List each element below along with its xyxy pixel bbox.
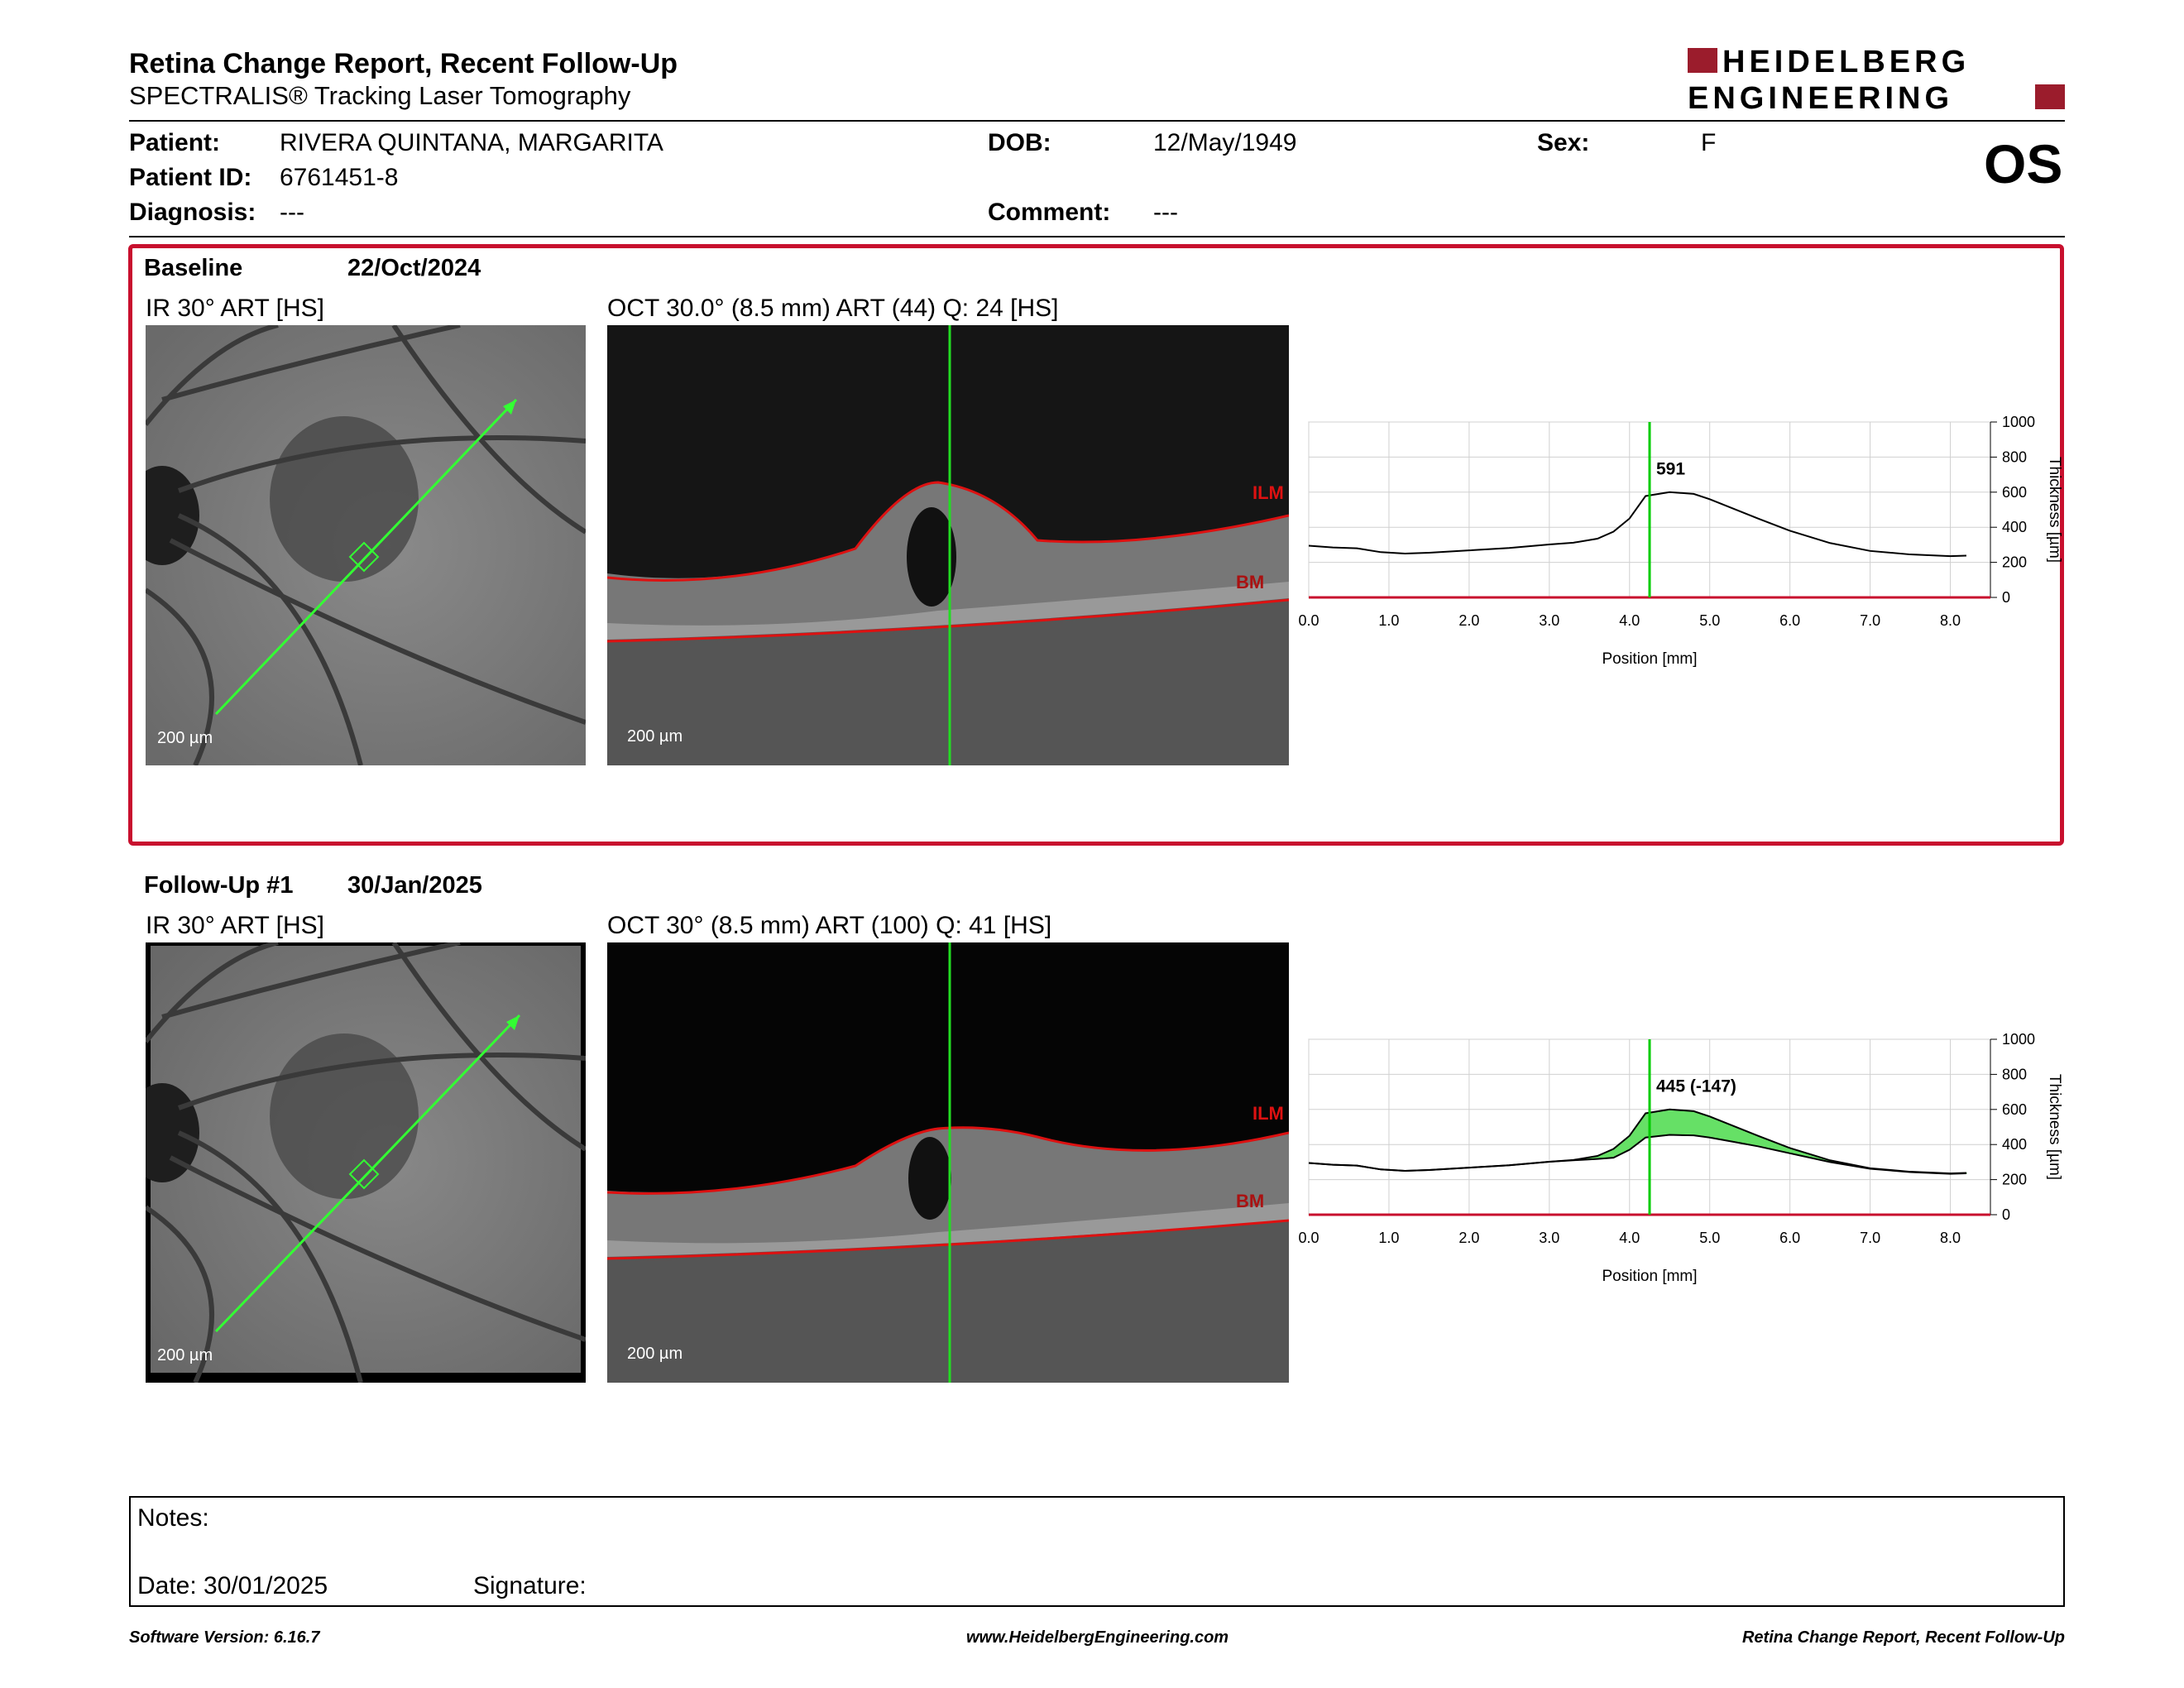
y-tick-label: 200	[2002, 1172, 2027, 1188]
baseline-ir-svg	[146, 325, 586, 765]
baseline-panel-frame	[128, 244, 2064, 846]
patient-value: RIVERA QUINTANA, MARGARITA	[280, 129, 663, 156]
baseline-ir-scale: 200 µm	[157, 729, 213, 747]
x-tick-label: 0.0	[1298, 612, 1319, 629]
x-tick-label: 7.0	[1860, 612, 1880, 629]
diagnosis-label: Diagnosis:	[129, 199, 256, 226]
baseline-oct-caption: OCT 30.0° (8.5 mm) ART (44) Q: 24 [HS]	[607, 295, 1059, 322]
y-tick-label: 0	[2002, 1206, 2010, 1223]
diagnosis-value: ---	[280, 199, 304, 226]
thickness-series-line	[1308, 491, 1966, 558]
notes-label: Notes:	[137, 1504, 209, 1532]
x-tick-label: 5.0	[1699, 1230, 1720, 1246]
x-tick-label: 2.0	[1458, 612, 1479, 629]
followup-ir-scale: 200 µm	[157, 1346, 213, 1364]
x-tick-label: 1.0	[1378, 612, 1399, 629]
cursor-value-label: 445 (-147)	[1656, 1077, 1736, 1096]
y-tick-label: 400	[2002, 519, 2027, 535]
report-subtitle: SPECTRALIS® Tracking Laser Tomography	[129, 81, 631, 110]
heidelberg-logo: HEIDELBERG ENGINEERING	[1688, 46, 2065, 116]
y-tick-label: 1000	[2002, 414, 2035, 430]
y-tick-label: 600	[2002, 484, 2027, 501]
baseline-thickness-chart[interactable]: 0.0 1.0 2.0 3.0 4.0 5.0 6.0 7.0 8.0 0 200 400 600 800…	[1291, 405, 2085, 679]
thickness-series-line	[1308, 1134, 1966, 1175]
baseline-bm-label: BM	[1236, 572, 1264, 592]
y-tick-label: 600	[2002, 1101, 2027, 1118]
notes-box[interactable]: Notes: Date: 30/01/2025 Signature:	[129, 1496, 2065, 1607]
baseline-oct-scale: 200 µm	[627, 727, 683, 746]
y-tick-label: 0	[2002, 589, 2010, 606]
patient-divider	[129, 236, 2065, 237]
x-tick-label: 1.0	[1378, 1230, 1399, 1246]
report-title: Retina Change Report, Recent Follow-Up	[129, 48, 678, 79]
x-tick-label: 4.0	[1619, 612, 1640, 629]
footer-url[interactable]: www.HeidelbergEngineering.com	[966, 1628, 1229, 1647]
eye-laterality: OS	[1984, 133, 2063, 194]
baseline-date: 22/Oct/2024	[347, 255, 481, 281]
dob-label: DOB:	[988, 129, 1051, 156]
x-tick-label: 0.0	[1298, 1230, 1319, 1246]
y-tick-label: 1000	[2002, 1031, 2035, 1048]
followup-ilm-label: ILM	[1252, 1103, 1284, 1124]
followup-ir-svg	[146, 942, 586, 1383]
baseline-ir-image[interactable]: 200 µm	[146, 325, 586, 765]
comment-label: Comment:	[988, 199, 1111, 226]
logo-line1: HEIDELBERG	[1722, 45, 1971, 79]
patient-id-value: 6761451-8	[280, 164, 399, 191]
x-tick-label: 8.0	[1940, 1230, 1961, 1246]
baseline-ir-caption: IR 30° ART [HS]	[146, 295, 324, 322]
x-tick-label: 2.0	[1458, 1230, 1479, 1246]
x-tick-label: 5.0	[1699, 612, 1720, 629]
followup-ir-caption: IR 30° ART [HS]	[146, 912, 324, 939]
followup-ir-image[interactable]: 200 µm	[146, 942, 586, 1383]
x-tick-label: 8.0	[1940, 612, 1961, 629]
y-tick-label: 800	[2002, 448, 2027, 465]
header-divider	[129, 120, 2065, 122]
y-tick-label: 400	[2002, 1136, 2027, 1153]
x-tick-label: 3.0	[1539, 1230, 1559, 1246]
footer-report-name: Retina Change Report, Recent Follow-Up	[1741, 1628, 2065, 1647]
cursor-value-label: 591	[1656, 460, 1685, 479]
logo-square-icon	[1688, 48, 1717, 73]
x-tick-label: 7.0	[1860, 1230, 1880, 1246]
footer-software-version: Software Version: 6.16.7	[129, 1628, 320, 1647]
sex-label: Sex:	[1537, 129, 1590, 156]
logo-line2: ENGINEERING	[1688, 81, 1954, 116]
followup-date: 30/Jan/2025	[347, 872, 482, 899]
y-tick-label: 800	[2002, 1066, 2027, 1082]
followup-oct-scale: 200 µm	[627, 1345, 683, 1363]
logo-square-icon-2	[2035, 84, 2065, 109]
baseline-ilm-label: ILM	[1252, 482, 1284, 503]
dob-value: 12/May/1949	[1153, 129, 1297, 156]
x-axis-label: Position [mm]	[1602, 650, 1697, 668]
baseline-label: Baseline	[144, 255, 243, 281]
followup-bm-label: BM	[1236, 1191, 1264, 1211]
y-axis-label: Thickness [µm]	[2046, 1074, 2063, 1180]
baseline-oct-svg: ILM BM	[607, 325, 1289, 765]
patient-id-label: Patient ID:	[129, 164, 252, 191]
y-axis-label: Thickness [µm]	[2046, 457, 2063, 563]
signature-label: Signature:	[473, 1572, 587, 1599]
followup-oct-svg: ILM BM	[607, 942, 1289, 1383]
x-axis-label: Position [mm]	[1602, 1268, 1697, 1285]
x-tick-label: 3.0	[1539, 612, 1559, 629]
notes-date: Date: 30/01/2025	[137, 1572, 328, 1599]
x-tick-label: 4.0	[1619, 1230, 1640, 1246]
patient-label: Patient:	[129, 129, 221, 156]
followup-label: Follow-Up #1	[144, 872, 294, 899]
sex-value: F	[1701, 129, 1717, 156]
followup-thickness-chart[interactable]: 0.0 1.0 2.0 3.0 4.0 5.0 6.0 7.0 8.0 0 200 400 600 800…	[1291, 1023, 2085, 1296]
followup-oct-image[interactable]: ILM BM 200 µm	[607, 942, 1289, 1383]
comment-value: ---	[1153, 199, 1178, 226]
baseline-oct-image[interactable]: ILM BM 200 µm	[607, 325, 1289, 765]
x-tick-label: 6.0	[1779, 612, 1800, 629]
x-tick-label: 6.0	[1779, 1230, 1800, 1246]
followup-oct-caption: OCT 30° (8.5 mm) ART (100) Q: 41 [HS]	[607, 912, 1052, 939]
y-tick-label: 200	[2002, 554, 2027, 571]
